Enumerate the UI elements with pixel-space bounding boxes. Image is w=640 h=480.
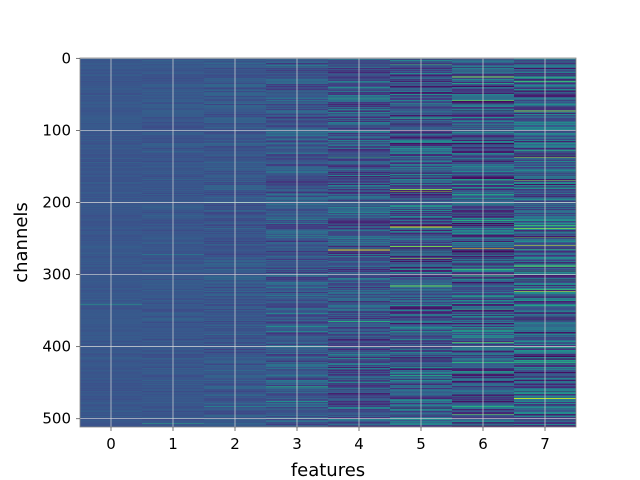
x-tick-label: 1 [168,435,178,453]
x-tick-label: 7 [540,435,550,453]
y-tick-label: 500 [42,410,71,428]
y-axis-label: channels [11,202,32,283]
y-tick-label: 400 [42,338,71,356]
plot-frame [79,57,577,428]
grid-lines [80,58,576,427]
y-tick-label: 200 [42,194,71,212]
x-tick-label: 4 [354,435,364,453]
y-tick-label: 0 [61,49,71,67]
x-tick-label: 3 [292,435,302,453]
x-tick-label: 2 [230,435,240,453]
heatmap-cells [80,58,576,427]
y-axis-ticks: 0 100 200 300 400 500 [42,49,80,428]
x-tick-label: 0 [106,435,116,453]
x-tick-label: 5 [416,435,426,453]
plot-area [80,58,576,427]
x-tick-label: 6 [478,435,488,453]
y-tick-label: 300 [42,266,71,284]
x-axis-label: features [291,460,365,480]
x-axis-ticks: 0 1 2 3 4 5 6 7 [106,427,550,453]
y-tick-label: 100 [42,121,71,139]
